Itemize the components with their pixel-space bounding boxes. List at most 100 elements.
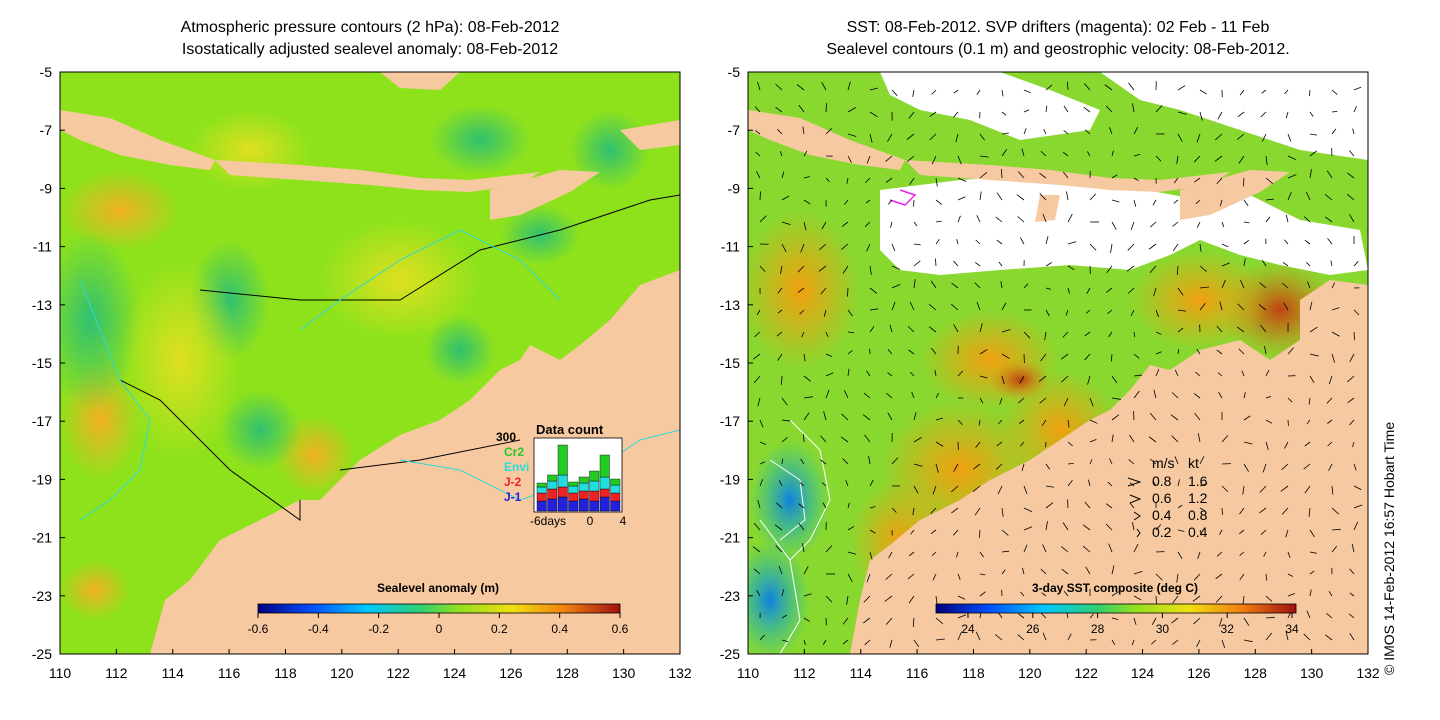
velocity-arrow [1349, 214, 1355, 223]
velocity-arrow [841, 243, 849, 250]
velocity-arrow [1216, 325, 1223, 333]
data-count-legend-cr2: Cr2 [504, 445, 524, 459]
left-x-tick-label: 116 [218, 665, 241, 681]
velocity-arrow [887, 349, 893, 355]
velocity-arrow [1133, 595, 1142, 601]
velocity-arrow [1325, 216, 1333, 223]
velocity-arrow [1021, 148, 1025, 157]
velocity-arrow [953, 89, 959, 94]
velocity-arrow [798, 523, 805, 531]
velocity-arrow [931, 155, 937, 165]
velocity-arrow [1019, 375, 1025, 384]
velocity-arrow [1265, 573, 1268, 581]
velocity-arrow [1199, 286, 1209, 289]
velocity-arrow [1281, 507, 1289, 515]
velocity-arrow [1153, 287, 1157, 297]
velocity-arrow [803, 434, 805, 443]
velocity-arrow [799, 309, 805, 315]
velocity-arrow [825, 545, 833, 553]
left-map [60, 72, 680, 654]
velocity-arrow [755, 151, 761, 157]
velocity-arrow [1085, 566, 1091, 575]
velocity-arrow [1082, 545, 1091, 553]
velocity-arrow [932, 573, 937, 581]
velocity-arrow [1331, 545, 1338, 553]
left-land-lesser-sunda [215, 160, 540, 192]
right-x-tick-label: 128 [1244, 665, 1268, 681]
velocity-arrow [803, 396, 813, 399]
velocity-arrow [842, 458, 849, 465]
velocity-arrow [823, 411, 827, 421]
velocity-arrow [975, 239, 981, 245]
velocity-arrow [928, 326, 937, 333]
velocity-arrow [1128, 459, 1135, 465]
velocity-arrow [1195, 371, 1201, 377]
velocity-arrow [842, 639, 849, 645]
velocity-arrow [906, 133, 915, 140]
velocity-arrow [1040, 150, 1047, 157]
velocity-arrow [1265, 616, 1275, 619]
velocity-arrow [1353, 485, 1362, 491]
velocity-arrow [1349, 150, 1355, 157]
velocity-arrow [1087, 151, 1091, 157]
velocity-arrow [1085, 309, 1091, 314]
velocity-arrow [1155, 105, 1163, 113]
velocity-arrow [1326, 397, 1333, 404]
velocity-arrow [1111, 617, 1119, 620]
velocity-arrow [779, 151, 783, 157]
left-land-sulawesi [380, 72, 460, 90]
velocity-arrow [1309, 89, 1311, 97]
velocity-arrow [1129, 502, 1135, 509]
velocity-arrow [953, 260, 959, 267]
velocity-arrow [1242, 177, 1245, 187]
velocity-arrow [1148, 243, 1157, 250]
velocity-arrow [1221, 435, 1229, 443]
velocity-arrow [1199, 302, 1206, 311]
velocity-arrow [1349, 568, 1355, 575]
velocity-arrow [1352, 128, 1355, 135]
velocity-arrow [1353, 504, 1363, 509]
velocity-arrow [931, 89, 937, 95]
velocity-arrow [869, 265, 872, 275]
data-count-bar-segment [547, 498, 558, 512]
velocity-arrow [1239, 551, 1245, 556]
right-y-tick-label: -23 [720, 588, 740, 604]
velocity-arrow [908, 551, 915, 557]
velocity-arrow [1238, 155, 1245, 164]
right-x-tick-label: 118 [962, 665, 985, 681]
velocity-arrow [862, 414, 871, 421]
velocity-arrow [1265, 155, 1268, 165]
velocity-arrow [1045, 309, 1050, 317]
velocity-arrow [781, 221, 791, 226]
velocity-arrow [1023, 331, 1031, 339]
velocity-arrow [797, 265, 805, 273]
velocity-arrow [1111, 375, 1118, 384]
left-y-tick-label: -9 [40, 180, 53, 196]
velocity-arrow [1221, 485, 1229, 493]
left-colorbar-tick-label: -0.6 [248, 622, 269, 636]
velocity-arrow [935, 441, 944, 447]
velocity-arrow [1215, 595, 1223, 603]
velocity-arrow [1221, 279, 1226, 289]
velocity-arrow [935, 392, 940, 399]
velocity-arrow [1243, 617, 1250, 626]
velocity-arrow [1106, 265, 1113, 274]
data-count-bar-segment [578, 498, 589, 512]
velocity-arrow [891, 283, 901, 289]
velocity-arrow [1305, 191, 1311, 201]
data-count-bar-segment [610, 478, 621, 486]
velocity-arrow [1061, 546, 1069, 553]
velocity-arrow [1237, 303, 1245, 311]
velocity-arrow [913, 412, 917, 421]
velocity-arrow [891, 301, 896, 311]
velocity-arrow [842, 617, 849, 625]
velocity-arrow [1196, 348, 1201, 355]
velocity-arrow [1067, 419, 1070, 428]
velocity-arrow [995, 463, 1003, 470]
left-land-northeast [620, 120, 680, 150]
velocity-arrow [979, 133, 985, 141]
velocity-arrow [1152, 480, 1157, 487]
velocity-arrow [1262, 463, 1267, 473]
data-count-max: 300 [496, 430, 516, 444]
